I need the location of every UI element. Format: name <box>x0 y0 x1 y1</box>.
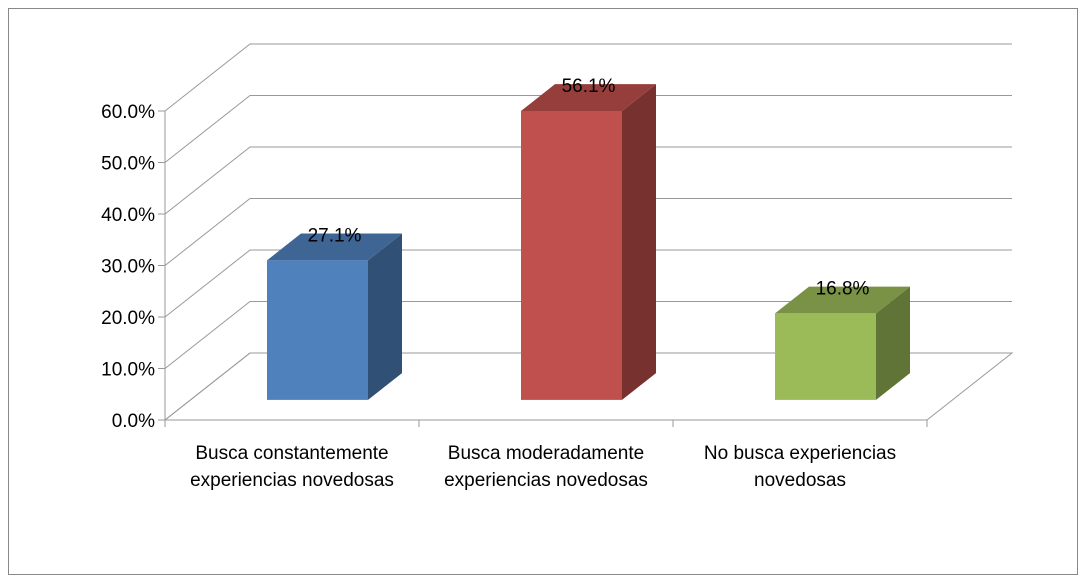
grid-line <box>164 95 1012 163</box>
grid-line <box>164 146 1012 215</box>
y-tick-label: 40.0% <box>101 205 155 226</box>
bar-side <box>622 84 656 400</box>
y-tick-label: 50.0% <box>101 154 155 175</box>
y-tick-label: 60.0% <box>101 102 155 123</box>
bar <box>267 260 368 400</box>
x-tick-label: Busca constantemente experiencias novedo… <box>190 443 394 491</box>
grid-line <box>164 352 1012 421</box>
y-tick-label: 0.0% <box>112 411 155 432</box>
bar-side <box>876 286 910 400</box>
y-tick-label: 10.0% <box>101 360 155 381</box>
grid-line <box>164 249 1012 318</box>
y-tick-label: 30.0% <box>101 257 155 278</box>
value-label: 56.1% <box>562 76 616 97</box>
bar-top <box>267 233 402 261</box>
grid-line <box>164 198 1012 266</box>
bar <box>521 110 622 400</box>
bar-side <box>368 233 402 400</box>
grid-line <box>164 301 1012 369</box>
bar-top <box>775 286 910 314</box>
bar <box>775 313 876 400</box>
bar-top <box>521 84 656 111</box>
y-tick-label: 20.0% <box>101 308 155 329</box>
x-tick-label: No busca experiencias novedosas <box>703 443 897 491</box>
grid-line <box>164 43 1012 112</box>
x-tick-label: Busca moderadamente experiencias novedos… <box>444 443 648 491</box>
value-label: 16.8% <box>816 278 870 299</box>
value-label: 27.1% <box>308 225 362 246</box>
